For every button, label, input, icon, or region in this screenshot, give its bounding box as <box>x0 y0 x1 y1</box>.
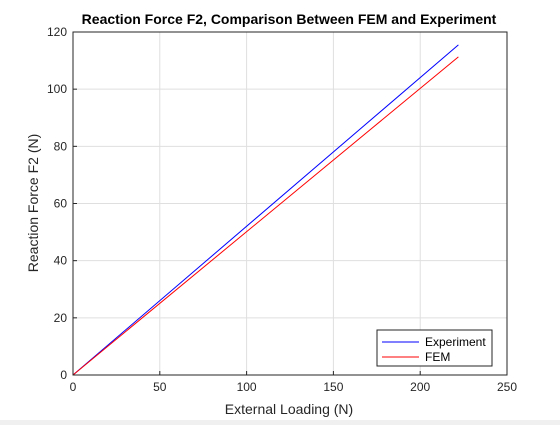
series-line-experiment <box>72 44 459 376</box>
grid <box>72 31 508 376</box>
y-tick-label: 120 <box>47 25 67 39</box>
x-tick-label: 150 <box>323 380 343 394</box>
x-axis-label: External Loading (N) <box>225 401 353 417</box>
y-tick-label: 60 <box>54 197 68 211</box>
y-axis-label: Reaction Force F2 (N) <box>25 134 41 272</box>
y-tick-label: 100 <box>47 82 67 96</box>
x-tick-label: 250 <box>497 380 517 394</box>
series-lines <box>72 44 459 376</box>
x-tick-label: 100 <box>237 380 257 394</box>
series-line-fem <box>72 56 459 376</box>
y-tick-label: 80 <box>54 139 68 153</box>
x-tick-label: 200 <box>410 380 430 394</box>
x-tick-label: 50 <box>153 380 167 394</box>
y-tick-label: 20 <box>54 311 68 325</box>
chart-title: Reaction Force F2, Comparison Between FE… <box>82 11 497 27</box>
x-tick-label: 0 <box>70 380 77 394</box>
legend-label: FEM <box>425 350 450 364</box>
ticks: 0 50 100 150 200 250 0 20 40 60 80 100 120 <box>47 25 517 394</box>
legend-box <box>376 329 493 367</box>
y-tick-label: 0 <box>60 368 67 382</box>
legend-label: Experiment <box>425 335 486 349</box>
y-tick-label: 40 <box>54 254 68 268</box>
